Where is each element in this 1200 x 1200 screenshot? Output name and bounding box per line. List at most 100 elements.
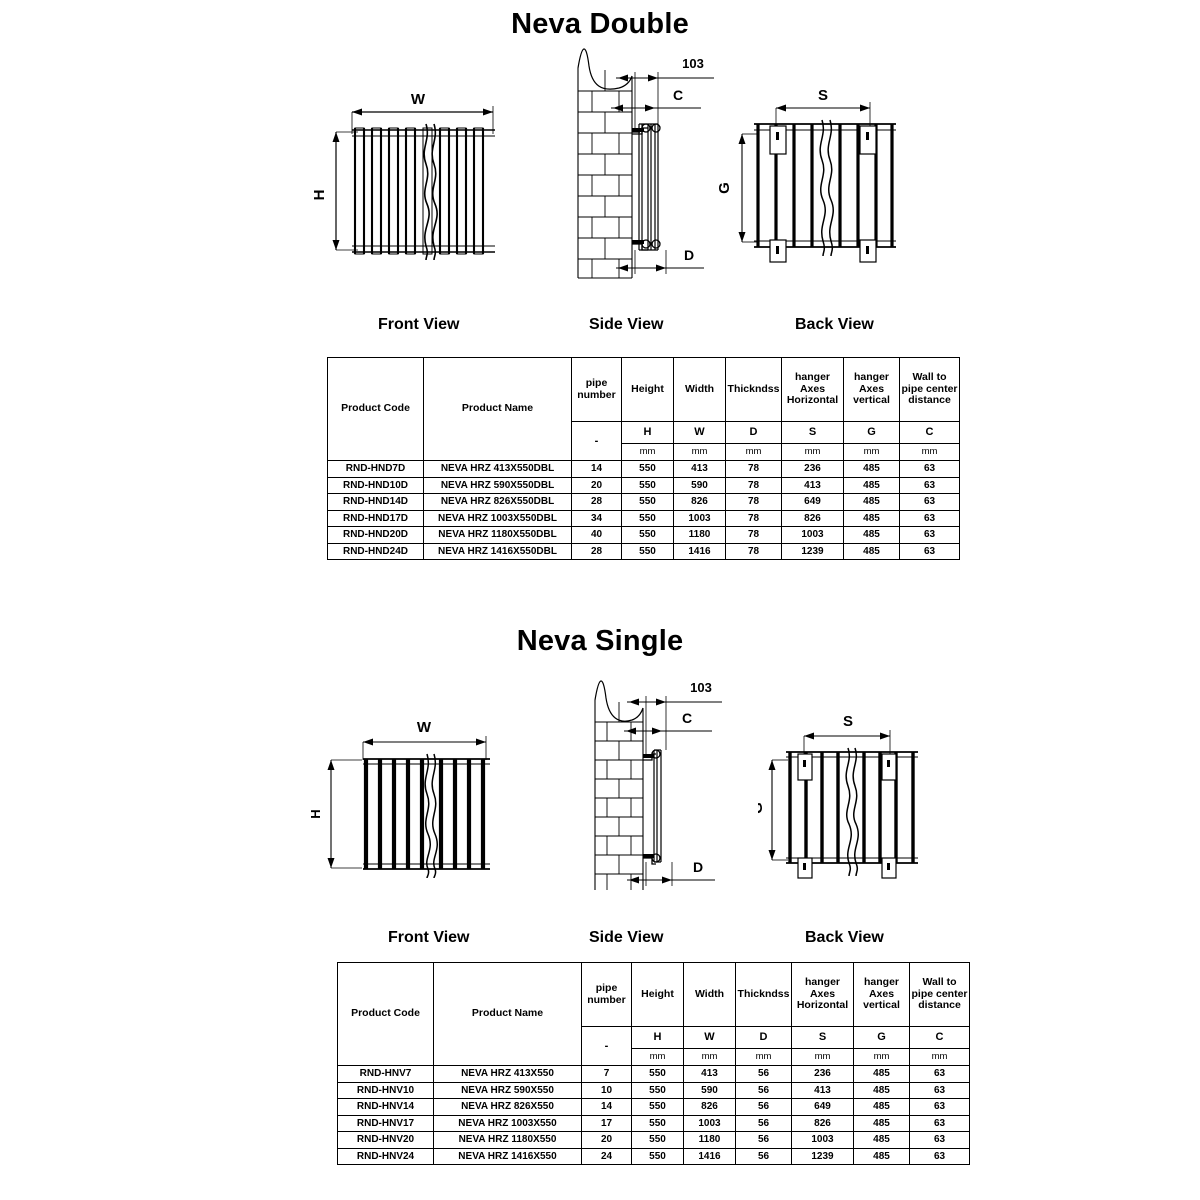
- view-label-front-single: Front View: [388, 929, 470, 946]
- cell-height: 550: [621, 493, 674, 511]
- front-view-drawing-single: W H: [310, 719, 490, 879]
- cell-product-code: RND-HNV14: [337, 1098, 434, 1116]
- header-product-code: Product Code: [337, 962, 434, 1066]
- cell-wall-distance: 63: [909, 1147, 970, 1165]
- header-wall-to-pipe-center-distance: Wall to pipe center distance: [899, 357, 960, 422]
- unit-hanger-horizontal: mm: [781, 443, 844, 461]
- symbol-height: H: [621, 421, 674, 444]
- table-row: RND-HND7D NEVA HRZ 413X550DBL 14 550 413 78 23…: [327, 460, 960, 478]
- header-width: Width: [683, 962, 736, 1027]
- spec-table-body-single: RND-HNV7 NEVA HRZ 413X550 7 550 413 56 236 485 6…: [337, 1065, 970, 1165]
- header-hanger-axes-vertical: hanger Axes vertical: [853, 962, 910, 1027]
- cell-pipe-number: 14: [581, 1098, 632, 1116]
- unit-thickness: mm: [735, 1048, 792, 1066]
- cell-hanger-vertical: 485: [853, 1081, 910, 1099]
- cell-thickness: 78: [725, 526, 782, 544]
- cell-product-code: RND-HNV7: [337, 1065, 434, 1083]
- unit-width: mm: [673, 443, 726, 461]
- table-row: RND-HND24D NEVA HRZ 1416X550DBL 28 550 1416 7…: [327, 542, 960, 560]
- table-row: RND-HND17D NEVA HRZ 1003X550DBL 34 550 1003 7…: [327, 509, 960, 527]
- cell-hanger-horizontal: 1003: [791, 1131, 854, 1149]
- dimension-label-s: S: [818, 87, 828, 104]
- symbol-wall-distance: C: [899, 421, 960, 444]
- cell-thickness: 56: [735, 1081, 792, 1099]
- side-view-drawing-double: 103 C D: [577, 48, 714, 279]
- cell-product-code: RND-HND24D: [327, 542, 424, 560]
- cell-product-name: NEVA HRZ 826X550DBL: [423, 493, 572, 511]
- cell-product-code: RND-HNV10: [337, 1081, 434, 1099]
- unit-wall-distance: mm: [899, 443, 960, 461]
- cell-height: 550: [631, 1114, 684, 1132]
- cell-height: 550: [621, 476, 674, 494]
- symbol-pipe-number: -: [571, 421, 622, 461]
- header-thickness: Thickndss: [735, 962, 792, 1027]
- cell-thickness: 78: [725, 460, 782, 478]
- dimension-label-width: W: [411, 91, 426, 108]
- cell-product-name: NEVA HRZ 1416X550DBL: [423, 542, 572, 560]
- cell-pipe-number: 10: [581, 1081, 632, 1099]
- symbol-pipe-number: -: [581, 1026, 632, 1066]
- cell-thickness: 56: [735, 1065, 792, 1083]
- cell-wall-distance: 63: [909, 1065, 970, 1083]
- section-title-neva-single: Neva Single: [516, 625, 684, 657]
- table-row: RND-HNV20 NEVA HRZ 1180X550 20 550 1180 56 100…: [337, 1131, 970, 1149]
- cell-thickness: 56: [735, 1131, 792, 1149]
- cell-pipe-number: 24: [581, 1147, 632, 1165]
- symbol-wall-distance: C: [909, 1026, 970, 1049]
- header-width: Width: [673, 357, 726, 422]
- back-view-drawing-double: S G: [718, 87, 896, 263]
- cell-width: 413: [683, 1065, 736, 1083]
- spec-table-neva-double: Product Code Product Name pipe number He…: [327, 357, 960, 560]
- dimension-label-g: G: [758, 802, 766, 814]
- dimension-label-g: G: [718, 182, 733, 194]
- symbol-hanger-horizontal: S: [791, 1026, 854, 1049]
- cell-hanger-horizontal: 826: [781, 509, 844, 527]
- dimension-label-d: D: [684, 247, 694, 263]
- dimension-label-width: W: [417, 719, 432, 736]
- cell-width: 590: [683, 1081, 736, 1099]
- table-row: RND-HND14D NEVA HRZ 826X550DBL 28 550 826 78 6…: [327, 493, 960, 511]
- cell-hanger-vertical: 485: [853, 1114, 910, 1132]
- header-hanger-axes-horizontal: hanger Axes Horizontal: [781, 357, 844, 422]
- cell-width: 1180: [673, 526, 726, 544]
- view-label-side-single: Side View: [589, 929, 664, 946]
- cell-wall-distance: 63: [899, 509, 960, 527]
- spec-table-neva-single: Product Code Product Name pipe number He…: [337, 962, 970, 1165]
- side-view-drawing-single: 103 C D: [594, 680, 722, 890]
- header-product-code: Product Code: [327, 357, 424, 461]
- unit-thickness: mm: [725, 443, 782, 461]
- cell-hanger-vertical: 485: [843, 493, 900, 511]
- cell-width: 590: [673, 476, 726, 494]
- symbol-width: W: [673, 421, 726, 444]
- cell-hanger-horizontal: 413: [791, 1081, 854, 1099]
- cell-product-name: NEVA HRZ 1180X550DBL: [423, 526, 572, 544]
- cell-height: 550: [621, 542, 674, 560]
- header-hanger-axes-vertical: hanger Axes vertical: [843, 357, 900, 422]
- cell-product-code: RND-HND14D: [327, 493, 424, 511]
- cell-hanger-horizontal: 1239: [791, 1147, 854, 1165]
- cell-pipe-number: 20: [581, 1131, 632, 1149]
- cell-hanger-horizontal: 1239: [781, 542, 844, 560]
- header-hanger-axes-horizontal: hanger Axes Horizontal: [791, 962, 854, 1027]
- spec-table-body-double: RND-HND7D NEVA HRZ 413X550DBL 14 550 413 78 23…: [327, 460, 960, 560]
- header-wall-to-pipe-center-distance: Wall to pipe center distance: [909, 962, 970, 1027]
- back-view-drawing-single: S G: [758, 713, 918, 879]
- cell-product-code: RND-HNV17: [337, 1114, 434, 1132]
- cell-height: 550: [631, 1098, 684, 1116]
- table-row: RND-HND10D NEVA HRZ 590X550DBL 20 550 590 78 4…: [327, 476, 960, 494]
- cell-hanger-horizontal: 236: [781, 460, 844, 478]
- cell-hanger-vertical: 485: [853, 1065, 910, 1083]
- symbol-hanger-vertical: G: [853, 1026, 910, 1049]
- cell-hanger-vertical: 485: [843, 542, 900, 560]
- cell-hanger-vertical: 485: [843, 476, 900, 494]
- cell-width: 1180: [683, 1131, 736, 1149]
- unit-width: mm: [683, 1048, 736, 1066]
- cell-hanger-horizontal: 236: [791, 1065, 854, 1083]
- symbol-hanger-vertical: G: [843, 421, 900, 444]
- section-title-neva-double: Neva Double: [511, 8, 689, 40]
- cell-width: 826: [673, 493, 726, 511]
- header-product-name: Product Name: [433, 962, 582, 1066]
- header-product-name: Product Name: [423, 357, 572, 461]
- header-pipe-number: pipe number: [581, 962, 632, 1027]
